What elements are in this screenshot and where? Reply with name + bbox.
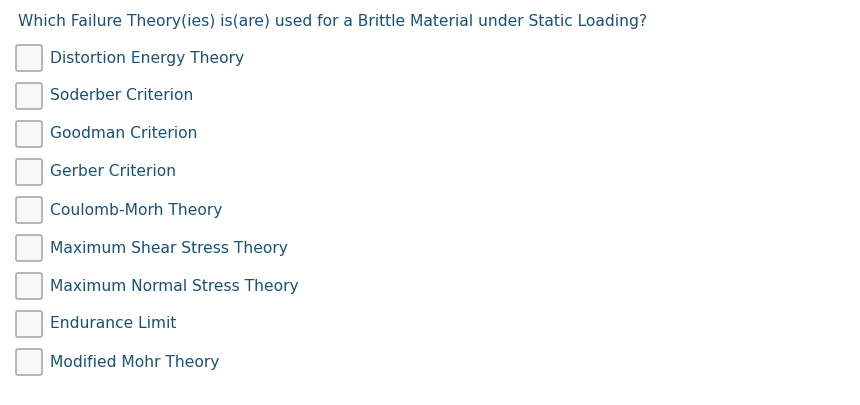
FancyBboxPatch shape <box>16 159 42 185</box>
FancyBboxPatch shape <box>16 311 42 337</box>
Text: Which Failure Theory(ies) is(are) used for a Brittle Material under Static Loadi: Which Failure Theory(ies) is(are) used f… <box>18 14 647 29</box>
FancyBboxPatch shape <box>16 273 42 299</box>
FancyBboxPatch shape <box>16 45 42 71</box>
Text: Endurance Limit: Endurance Limit <box>50 316 176 332</box>
Text: Modified Mohr Theory: Modified Mohr Theory <box>50 354 219 369</box>
FancyBboxPatch shape <box>16 235 42 261</box>
Text: Goodman Criterion: Goodman Criterion <box>50 126 198 141</box>
Text: Maximum Shear Stress Theory: Maximum Shear Stress Theory <box>50 241 288 256</box>
FancyBboxPatch shape <box>16 197 42 223</box>
Text: Soderber Criterion: Soderber Criterion <box>50 89 194 104</box>
FancyBboxPatch shape <box>16 349 42 375</box>
Text: Gerber Criterion: Gerber Criterion <box>50 164 176 179</box>
FancyBboxPatch shape <box>16 121 42 147</box>
FancyBboxPatch shape <box>16 83 42 109</box>
Text: Coulomb-Morh Theory: Coulomb-Morh Theory <box>50 202 223 217</box>
Text: Maximum Normal Stress Theory: Maximum Normal Stress Theory <box>50 279 298 294</box>
Text: Distortion Energy Theory: Distortion Energy Theory <box>50 51 244 66</box>
